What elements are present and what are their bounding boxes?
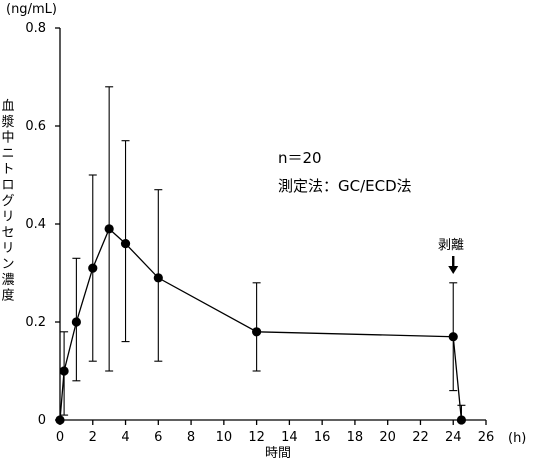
y-tick-label: 0 bbox=[38, 413, 46, 428]
y-axis-unit: (ng/mL) bbox=[6, 2, 57, 17]
x-tick-label: 10 bbox=[216, 430, 233, 445]
y-axis-label-char: ン bbox=[1, 257, 14, 272]
y-axis-label-char: 中 bbox=[1, 131, 14, 146]
error-bars bbox=[60, 86, 466, 421]
data-point bbox=[71, 317, 81, 327]
y-axis-label-char: 濃 bbox=[1, 273, 14, 288]
x-tick-label: 20 bbox=[379, 430, 396, 445]
x-tick-label: 14 bbox=[281, 430, 298, 445]
y-axis-label-char: 度 bbox=[1, 288, 14, 304]
x-tick-label: 12 bbox=[248, 430, 265, 445]
data-point bbox=[59, 366, 69, 376]
x-axis-label: 時間 bbox=[265, 446, 291, 461]
data-point bbox=[88, 263, 98, 273]
method-label: 測定法：GC/ECD法 bbox=[278, 177, 412, 195]
y-tick-label: 0.8 bbox=[25, 21, 46, 36]
y-tick-label: 0.6 bbox=[25, 119, 46, 134]
y-axis-label-char: ト bbox=[1, 162, 14, 177]
removal-label: 剥離 bbox=[438, 238, 464, 253]
axes bbox=[59, 28, 486, 421]
x-tick-label: 18 bbox=[347, 430, 364, 445]
series-line bbox=[59, 227, 463, 421]
y-axis-label-char: グ bbox=[1, 194, 14, 209]
data-point bbox=[252, 327, 262, 337]
removal-arrow-icon bbox=[448, 256, 459, 274]
data-point bbox=[104, 224, 114, 234]
y-axis-label-char: リ bbox=[1, 241, 14, 256]
x-tick-label: 2 bbox=[89, 430, 97, 445]
x-tick-label: 0 bbox=[56, 430, 64, 445]
data-point bbox=[120, 239, 131, 249]
x-tick-label: 22 bbox=[412, 430, 429, 445]
y-axis-label-char: ニ bbox=[1, 146, 14, 161]
x-tick-label: 16 bbox=[314, 430, 331, 445]
sample-size-label: n＝20 bbox=[278, 149, 322, 167]
data-point bbox=[456, 415, 467, 425]
y-tick-label: 0.4 bbox=[25, 217, 46, 232]
removal-arrow-head bbox=[448, 266, 459, 274]
data-point bbox=[55, 415, 65, 425]
y-axis-label-char: セ bbox=[1, 225, 14, 240]
y-axis-label-char: ロ bbox=[1, 178, 14, 193]
x-tick-label: 4 bbox=[121, 430, 129, 445]
x-axis-unit: (h) bbox=[508, 431, 526, 446]
data-point bbox=[448, 332, 458, 342]
y-axis-label-char: リ bbox=[1, 210, 14, 225]
x-tick-label: 24 bbox=[445, 430, 462, 445]
series-path bbox=[59, 227, 463, 421]
x-tick-label: 26 bbox=[478, 430, 495, 445]
data-point bbox=[153, 273, 163, 283]
y-tick-label: 0.2 bbox=[25, 315, 46, 330]
x-tick-label: 8 bbox=[187, 430, 195, 445]
x-tick-label: 6 bbox=[154, 430, 162, 445]
data-points bbox=[55, 224, 467, 425]
y-axis-label-char: 漿 bbox=[1, 115, 14, 130]
y-axis-label-char: 血 bbox=[1, 99, 14, 114]
